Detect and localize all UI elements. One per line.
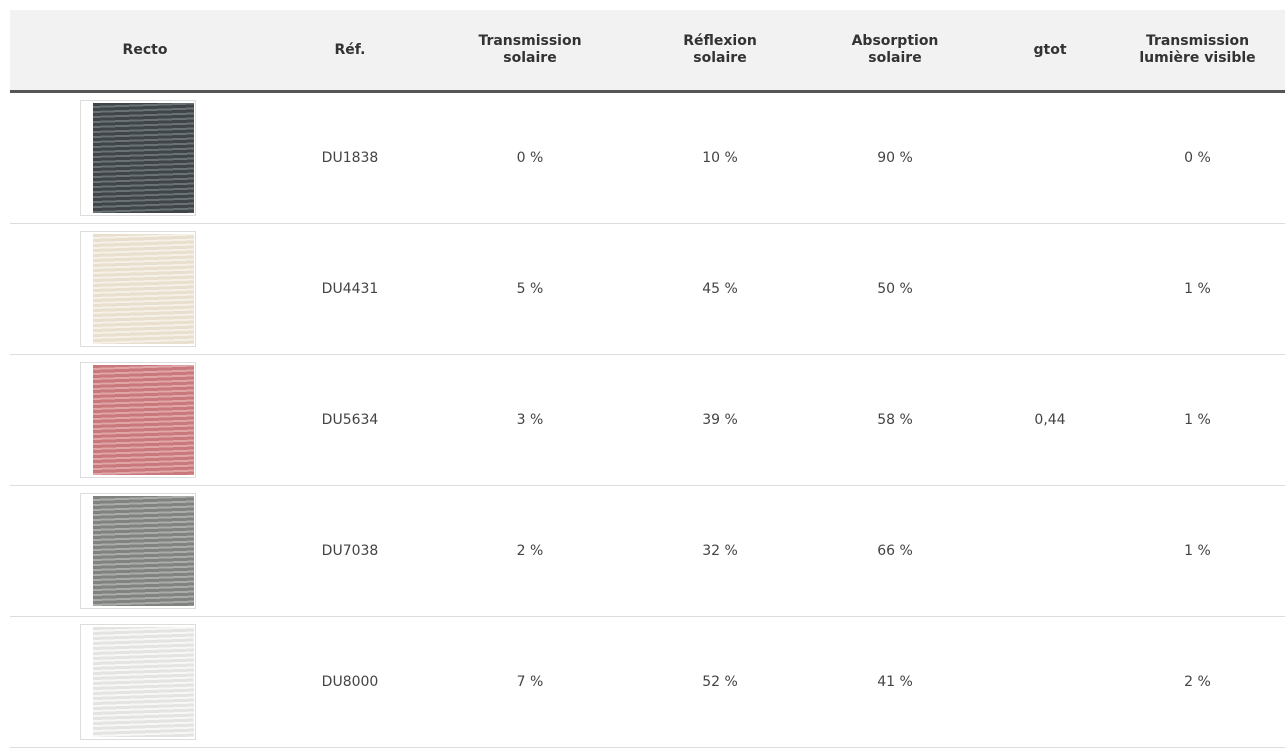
cell-lumiere: 2 % [1110,617,1285,748]
header-text: gtot [1033,42,1066,59]
cell-ref: DU8000 [280,617,420,748]
fabric-swatch [80,362,196,478]
swatch-cell [10,224,280,355]
fabric-swatch [80,100,196,216]
swatch-image [93,365,194,475]
cell-lumiere: 1 % [1110,224,1285,355]
column-header: Transmission lumière visible [1110,10,1285,92]
fabric-swatch [80,493,196,609]
cell-reflexion: 32 % [640,486,800,617]
cell-absorption: 90 % [800,92,990,224]
column-header: Transmission solaire [420,10,640,92]
column-header: Recto [10,10,280,92]
cell-reflexion: 52 % [640,617,800,748]
fabric-swatch [80,231,196,347]
cell-transmission: 0 % [420,92,640,224]
cell-reflexion: 39 % [640,355,800,486]
cell-transmission: 2 % [420,486,640,617]
header-text: Transmission lumière visible [1139,33,1257,67]
cell-transmission: 7 % [420,617,640,748]
cell-transmission: 5 % [420,224,640,355]
column-header: Réflexion solaire [640,10,800,92]
data-table: Recto Réf. Transmission solaire Réflexion s… [10,10,1285,748]
header-text: Réf. [335,42,366,59]
cell-reflexion: 10 % [640,92,800,224]
fabric-swatch [80,624,196,740]
cell-ref: DU5634 [280,355,420,486]
cell-gtot [990,92,1110,224]
swatch-cell [10,92,280,224]
swatch-cell [10,355,280,486]
page: Recto Réf. Transmission solaire Réflexion s… [0,0,1285,745]
column-header: Réf. [280,10,420,92]
column-header: gtot [990,10,1110,92]
cell-lumiere: 0 % [1110,92,1285,224]
cell-absorption: 58 % [800,355,990,486]
column-header: Absorption solaire [800,10,990,92]
header-text: Recto [123,42,168,59]
header-text: Absorption solaire [836,33,954,67]
swatch-cell [10,617,280,748]
cell-gtot: 0,44 [990,355,1110,486]
cell-gtot [990,617,1110,748]
swatch-image [93,234,194,344]
swatch-image [93,496,194,606]
swatch-cell [10,486,280,617]
cell-lumiere: 1 % [1110,486,1285,617]
cell-gtot [990,224,1110,355]
cell-ref: DU4431 [280,224,420,355]
header-row: Recto Réf. Transmission solaire Réflexion s… [10,10,1285,92]
cell-absorption: 50 % [800,224,990,355]
swatch-image [93,103,194,213]
cell-reflexion: 45 % [640,224,800,355]
cell-absorption: 41 % [800,617,990,748]
swatch-image [93,627,194,737]
cell-absorption: 66 % [800,486,990,617]
header-text: Réflexion solaire [661,33,779,67]
cell-ref: DU1838 [280,92,420,224]
cell-transmission: 3 % [420,355,640,486]
cell-gtot [990,486,1110,617]
cell-lumiere: 1 % [1110,355,1285,486]
cell-ref: DU7038 [280,486,420,617]
header-text: Transmission solaire [471,33,589,67]
